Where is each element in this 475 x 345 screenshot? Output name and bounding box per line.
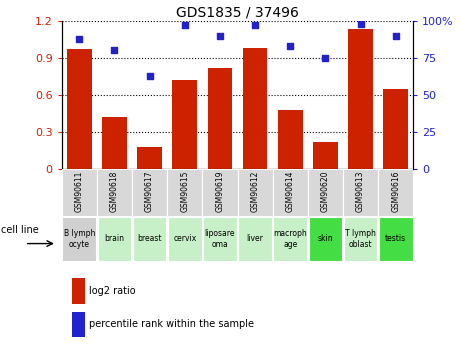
Title: GDS1835 / 37496: GDS1835 / 37496 <box>176 6 299 20</box>
Text: GSM90611: GSM90611 <box>75 170 84 212</box>
Point <box>76 36 83 41</box>
Text: GSM90614: GSM90614 <box>286 170 294 212</box>
Bar <box>202 169 238 216</box>
Text: cervix: cervix <box>173 234 196 244</box>
Text: liposare
oma: liposare oma <box>205 229 235 249</box>
Bar <box>379 217 413 261</box>
Bar <box>168 217 202 261</box>
Text: log2 ratio: log2 ratio <box>89 286 136 296</box>
Bar <box>97 169 132 216</box>
Bar <box>72 312 85 337</box>
Bar <box>348 29 373 169</box>
Bar <box>308 169 343 216</box>
Bar <box>67 49 92 169</box>
Text: GSM90620: GSM90620 <box>321 170 330 212</box>
Bar <box>243 48 267 169</box>
Text: GSM90615: GSM90615 <box>180 170 189 212</box>
Point <box>392 33 399 38</box>
Text: breast: breast <box>137 234 162 244</box>
Bar <box>313 142 338 169</box>
Bar <box>278 110 303 169</box>
Bar <box>133 217 167 261</box>
Point <box>146 73 153 78</box>
Point <box>286 43 294 49</box>
Bar <box>102 117 127 169</box>
Bar <box>167 169 202 216</box>
Text: percentile rank within the sample: percentile rank within the sample <box>89 319 254 329</box>
Bar <box>137 147 162 169</box>
Point <box>111 48 118 53</box>
Point <box>322 55 329 61</box>
Bar <box>62 217 96 261</box>
Text: GSM90619: GSM90619 <box>216 170 224 212</box>
Point <box>357 21 364 27</box>
Text: T lymph
oblast: T lymph oblast <box>345 229 376 249</box>
Text: GSM90612: GSM90612 <box>251 170 259 212</box>
Bar <box>238 169 273 216</box>
Bar <box>208 68 232 169</box>
Bar <box>62 169 97 216</box>
Text: liver: liver <box>247 234 264 244</box>
Bar <box>308 217 342 261</box>
Bar <box>273 169 308 216</box>
Text: brain: brain <box>104 234 124 244</box>
Bar <box>378 169 413 216</box>
Bar <box>383 89 408 169</box>
Text: cell line: cell line <box>1 225 39 235</box>
Bar <box>238 217 272 261</box>
Point <box>251 22 259 28</box>
Bar <box>172 80 197 169</box>
Text: macroph
age: macroph age <box>273 229 307 249</box>
Text: testis: testis <box>385 234 406 244</box>
Text: GSM90618: GSM90618 <box>110 170 119 212</box>
Bar <box>203 217 237 261</box>
Point <box>216 33 224 38</box>
Bar <box>132 169 167 216</box>
Point <box>181 22 189 28</box>
Bar <box>343 169 378 216</box>
Text: GSM90616: GSM90616 <box>391 170 400 212</box>
Bar <box>97 217 132 261</box>
Bar <box>72 278 85 304</box>
Text: GSM90613: GSM90613 <box>356 170 365 212</box>
Bar <box>343 217 378 261</box>
Text: skin: skin <box>318 234 333 244</box>
Text: B lymph
ocyte: B lymph ocyte <box>64 229 95 249</box>
Text: GSM90617: GSM90617 <box>145 170 154 212</box>
Bar <box>273 217 307 261</box>
